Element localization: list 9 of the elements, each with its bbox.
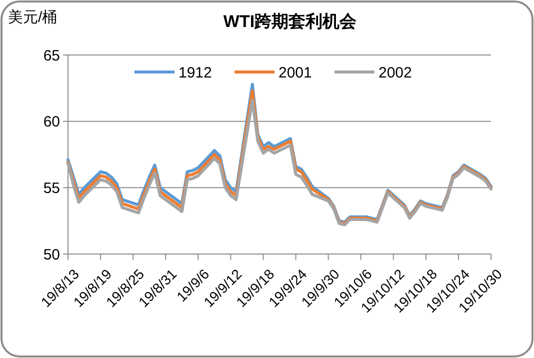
y-tick-label: 50: [43, 246, 60, 264]
y-axis-title: 美元/桶: [8, 9, 58, 26]
legend-label: 2002: [378, 64, 412, 82]
y-tick-label: 60: [43, 114, 60, 131]
legend-label: 2001: [278, 64, 312, 82]
y-tick-label: 55: [43, 180, 60, 197]
chart-title: WTI跨期套利机会: [223, 12, 358, 31]
legend-label: 1912: [178, 64, 212, 82]
y-tick-label: 65: [43, 47, 60, 64]
